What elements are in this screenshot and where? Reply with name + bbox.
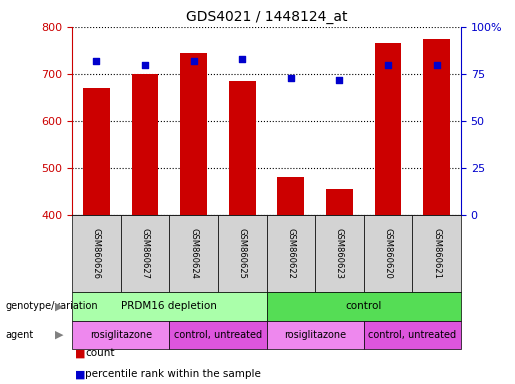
- Bar: [229, 81, 255, 215]
- Point: [190, 58, 198, 64]
- Point: [384, 61, 392, 68]
- Text: rosiglitazone: rosiglitazone: [90, 330, 152, 340]
- Point: [238, 56, 246, 62]
- Text: GSM860622: GSM860622: [286, 228, 295, 279]
- Text: genotype/variation: genotype/variation: [5, 301, 98, 311]
- Bar: [374, 43, 401, 215]
- Text: GSM860624: GSM860624: [189, 228, 198, 279]
- Bar: [132, 74, 159, 215]
- Text: PRDM16 depletion: PRDM16 depletion: [122, 301, 217, 311]
- Text: GSM860620: GSM860620: [384, 228, 392, 279]
- Text: GSM860623: GSM860623: [335, 228, 344, 279]
- Bar: [326, 189, 353, 215]
- Text: ■: ■: [75, 348, 85, 358]
- Bar: [180, 53, 207, 215]
- Text: control: control: [346, 301, 382, 311]
- Text: rosiglitazone: rosiglitazone: [284, 330, 346, 340]
- Point: [92, 58, 100, 64]
- Text: ▶: ▶: [55, 330, 63, 340]
- Point: [141, 61, 149, 68]
- Text: agent: agent: [5, 330, 33, 340]
- Text: percentile rank within the sample: percentile rank within the sample: [85, 369, 261, 379]
- Text: GSM860626: GSM860626: [92, 228, 101, 279]
- Point: [335, 76, 344, 83]
- Text: ▶: ▶: [55, 301, 63, 311]
- Text: ■: ■: [75, 369, 85, 379]
- Point: [433, 61, 441, 68]
- Text: control, untreated: control, untreated: [368, 330, 456, 340]
- Text: GSM860625: GSM860625: [238, 228, 247, 279]
- Bar: [423, 39, 450, 215]
- Bar: [83, 88, 110, 215]
- Text: count: count: [85, 348, 114, 358]
- Text: control, untreated: control, untreated: [174, 330, 262, 340]
- Text: GSM860621: GSM860621: [432, 228, 441, 279]
- Text: GSM860627: GSM860627: [141, 228, 149, 279]
- Point: [287, 74, 295, 81]
- Bar: [278, 177, 304, 215]
- Title: GDS4021 / 1448124_at: GDS4021 / 1448124_at: [186, 10, 347, 25]
